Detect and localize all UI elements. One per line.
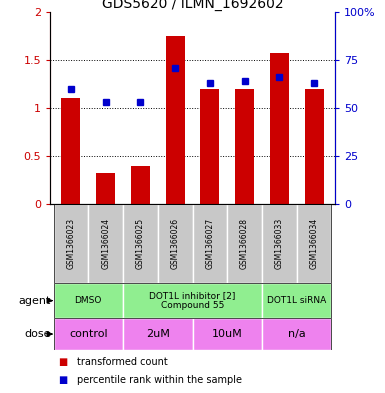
Text: ■: ■ (58, 375, 67, 385)
Bar (227, 204, 262, 283)
Text: GSM1366024: GSM1366024 (101, 218, 110, 269)
Bar (123, 318, 192, 350)
Bar (192, 318, 262, 350)
Bar (123, 204, 158, 283)
Bar (200, 89, 219, 204)
Text: DOT1L siRNA: DOT1L siRNA (267, 296, 326, 305)
Text: dose: dose (24, 329, 51, 339)
Text: transformed count: transformed count (77, 358, 168, 367)
Bar (166, 36, 185, 204)
Bar (54, 283, 123, 318)
Text: agent: agent (18, 296, 51, 306)
Text: control: control (69, 329, 107, 339)
Text: percentile rank within the sample: percentile rank within the sample (77, 375, 242, 385)
Bar (192, 204, 227, 283)
Text: ■: ■ (58, 358, 67, 367)
Bar (131, 166, 150, 204)
Text: GSM1366025: GSM1366025 (136, 218, 145, 269)
Bar (262, 318, 331, 350)
Text: GSM1366034: GSM1366034 (310, 218, 319, 269)
Bar (297, 204, 331, 283)
Text: GSM1366023: GSM1366023 (66, 218, 75, 269)
Bar (123, 283, 262, 318)
Bar (96, 173, 115, 204)
Text: 10uM: 10uM (212, 329, 243, 339)
Text: DOT1L inhibitor [2]
Compound 55: DOT1L inhibitor [2] Compound 55 (149, 291, 236, 310)
Bar (270, 53, 289, 204)
Bar (158, 204, 192, 283)
Bar (61, 98, 80, 204)
Bar (262, 283, 331, 318)
Text: n/a: n/a (288, 329, 306, 339)
Bar (235, 89, 254, 204)
Bar (54, 204, 88, 283)
Bar (88, 204, 123, 283)
Text: GSM1366027: GSM1366027 (205, 218, 214, 269)
Text: GSM1366026: GSM1366026 (171, 218, 180, 269)
Bar (262, 204, 297, 283)
Text: GSM1366028: GSM1366028 (240, 218, 249, 269)
Text: DMSO: DMSO (75, 296, 102, 305)
Bar (54, 318, 123, 350)
Text: GSM1366033: GSM1366033 (275, 218, 284, 269)
Title: GDS5620 / ILMN_1692602: GDS5620 / ILMN_1692602 (102, 0, 283, 11)
Text: 2uM: 2uM (146, 329, 170, 339)
Bar (305, 89, 324, 204)
